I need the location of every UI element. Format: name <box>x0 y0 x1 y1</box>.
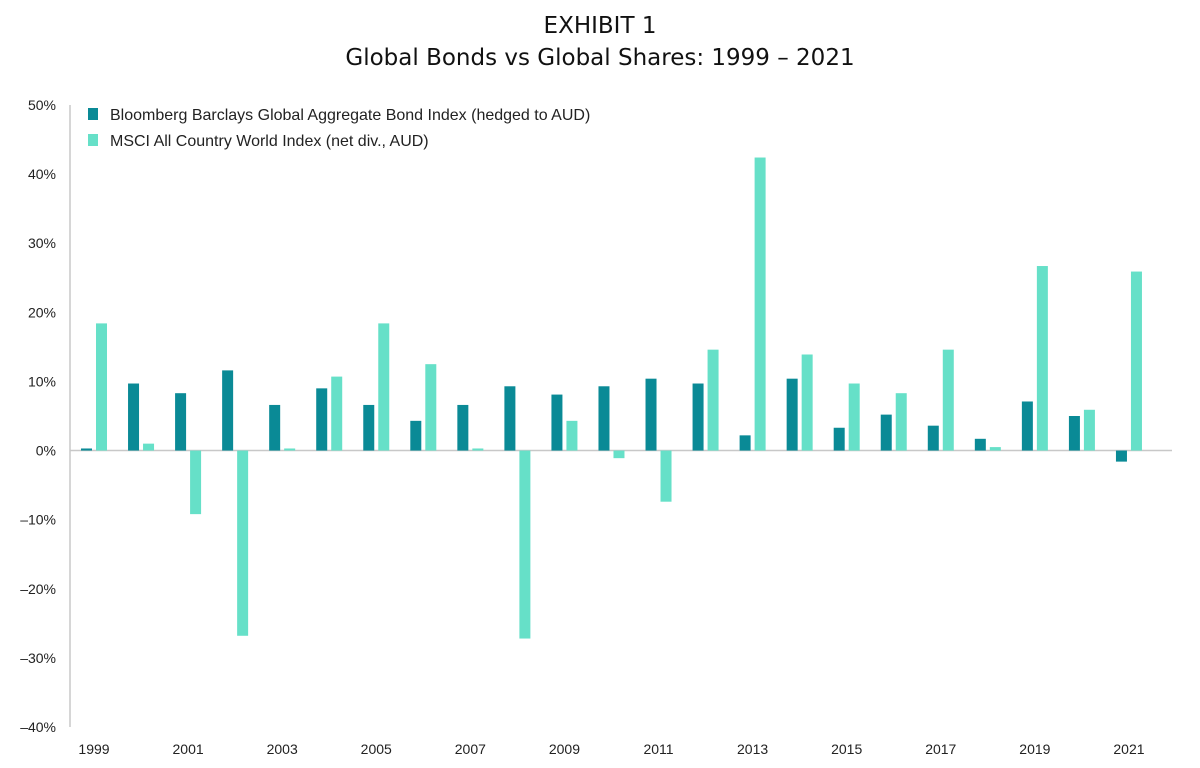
bond-index-bar <box>316 388 328 451</box>
x-tick-label: 2011 <box>643 741 673 757</box>
legend-label-bond: Bloomberg Barclays Global Aggregate Bond… <box>110 107 590 124</box>
y-axis: 50% 40% 30% 20% 10% 0% –10% –20% –30% –40% <box>20 97 1172 735</box>
bond-index-bar <box>927 425 939 451</box>
y-tick-label: –20% <box>20 581 56 597</box>
bond-index-bar <box>410 420 422 451</box>
msci-index-bar <box>143 443 155 451</box>
bond-index-bar <box>645 378 657 451</box>
msci-index-bar <box>519 450 531 639</box>
x-tick-label: 1999 <box>78 741 109 757</box>
bond-index-bar <box>128 383 140 451</box>
legend-swatch-msci <box>88 134 98 146</box>
y-tick-label: 50% <box>28 97 56 113</box>
y-tick-label: 20% <box>28 304 56 320</box>
bond-index-bar <box>504 386 516 451</box>
y-tick-label: 0% <box>36 443 56 459</box>
bond-index-bar <box>1115 450 1127 462</box>
bond-index-bar <box>1068 416 1080 451</box>
y-tick-label: –40% <box>20 719 56 735</box>
msci-index-bar <box>425 364 437 451</box>
x-tick-label: 2003 <box>267 741 298 757</box>
x-tick-label: 2017 <box>925 741 956 757</box>
bond-index-bar <box>1021 401 1033 451</box>
msci-index-bar <box>237 450 249 636</box>
x-tick-label: 2019 <box>1019 741 1050 757</box>
y-tick-label: 10% <box>28 373 56 389</box>
msci-index-bar <box>801 354 813 451</box>
msci-index-bar <box>754 157 766 451</box>
bond-index-bar <box>833 427 845 451</box>
legend-label-msci: MSCI All Country World Index (net div., … <box>110 133 429 150</box>
y-tick-label: 40% <box>28 166 56 182</box>
x-tick-label: 2021 <box>1113 741 1144 757</box>
msci-index-bar <box>1036 266 1048 451</box>
x-tick-label: 2015 <box>831 741 862 757</box>
x-tick-label: 2005 <box>361 741 392 757</box>
bond-index-bar <box>974 438 986 451</box>
msci-index-bar <box>989 447 1001 451</box>
x-tick-label: 2007 <box>455 741 486 757</box>
bond-index-bar <box>269 404 281 451</box>
chart-title-block: EXHIBIT 1 Global Bonds vs Global Shares:… <box>0 10 1200 74</box>
msci-index-bar <box>942 349 954 451</box>
msci-index-bar <box>472 448 484 451</box>
chart-title: EXHIBIT 1 <box>543 13 657 39</box>
legend: Bloomberg Barclays Global Aggregate Bond… <box>88 107 590 150</box>
bars <box>81 157 1142 639</box>
legend-swatch-bond <box>88 108 98 120</box>
msci-index-bar <box>1130 271 1142 451</box>
bond-index-bar <box>551 394 563 451</box>
y-tick-label: –30% <box>20 650 56 666</box>
bond-index-bar <box>457 404 469 451</box>
msci-index-bar <box>848 383 860 451</box>
bond-index-bar <box>598 386 610 451</box>
chart-subtitle: Global Bonds vs Global Shares: 1999 – 20… <box>345 45 855 71</box>
msci-index-bar <box>707 349 719 451</box>
msci-index-bar <box>660 450 672 502</box>
y-tick-label: 30% <box>28 235 56 251</box>
x-tick-label: 2013 <box>737 741 768 757</box>
bond-index-bar <box>363 404 375 451</box>
bond-index-bar <box>175 393 187 451</box>
bond-index-bar <box>786 378 798 451</box>
msci-index-bar <box>96 323 107 451</box>
bond-index-bar <box>81 448 92 451</box>
msci-index-bar <box>613 450 625 459</box>
x-tick-label: 2001 <box>173 741 204 757</box>
bond-index-bar <box>692 383 704 451</box>
msci-index-bar <box>378 323 390 451</box>
msci-index-bar <box>190 450 202 515</box>
msci-index-bar <box>1083 409 1095 451</box>
y-tick-label: –10% <box>20 512 56 528</box>
x-tick-label: 2009 <box>549 741 580 757</box>
bond-index-bar <box>880 414 892 451</box>
bond-index-bar <box>222 370 234 451</box>
msci-index-bar <box>566 420 578 451</box>
msci-index-bar <box>331 376 343 451</box>
msci-index-bar <box>284 448 296 451</box>
bond-index-bar <box>739 435 751 451</box>
x-axis: 1999 2001 2003 2005 2007 2009 2011 2013 2015 2017… <box>78 741 1144 757</box>
msci-index-bar <box>895 393 907 451</box>
